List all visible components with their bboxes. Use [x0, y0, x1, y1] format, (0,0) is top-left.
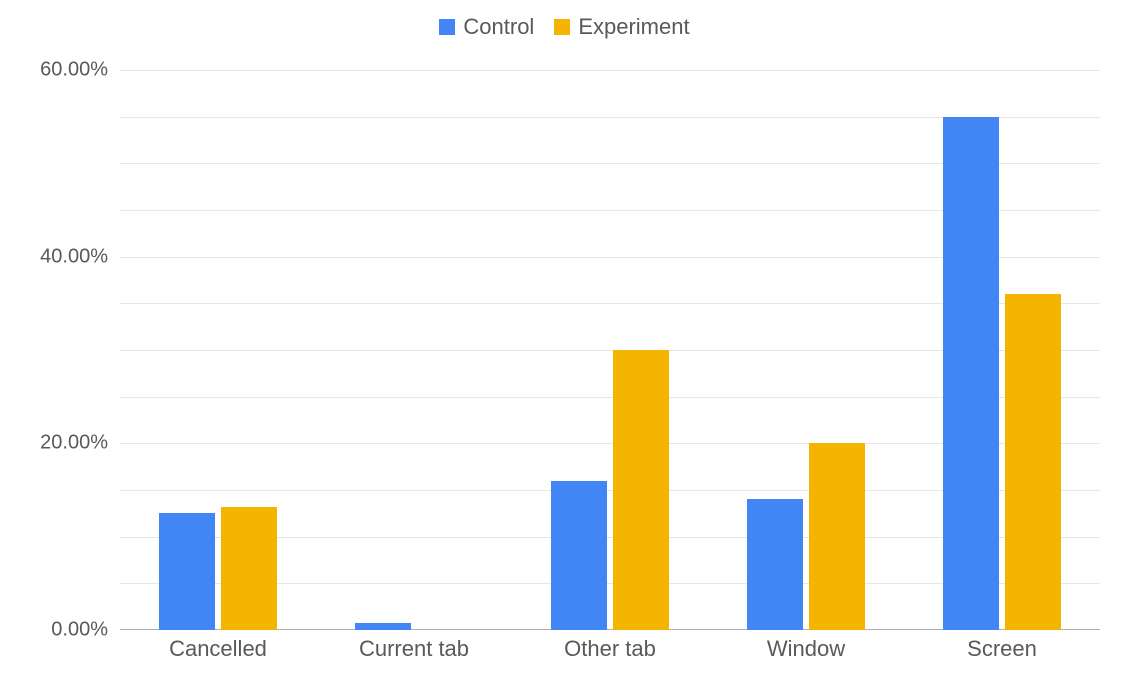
bar	[613, 350, 669, 630]
bar	[747, 499, 803, 630]
legend: Control Experiment	[0, 14, 1129, 41]
legend-label: Experiment	[578, 14, 689, 40]
plot-area: 0.00%20.00%40.00%60.00%	[120, 70, 1100, 630]
legend-item: Experiment	[554, 14, 689, 40]
y-tick-label: 60.00%	[40, 59, 120, 82]
bar-chart: ControlExperiment 0.00%20.00%40.00%60.00…	[0, 0, 1129, 682]
x-tick-label: Cancelled	[169, 636, 267, 662]
legend-item: Control	[439, 14, 534, 40]
y-tick-label: 0.00%	[51, 619, 120, 642]
x-tick-label: Screen	[967, 636, 1037, 662]
x-tick-label: Other tab	[564, 636, 656, 662]
gridline	[120, 70, 1100, 71]
y-tick-label: 20.00%	[40, 432, 120, 455]
x-tick-label: Current tab	[359, 636, 469, 662]
legend-label: Control	[463, 14, 534, 40]
bar	[1005, 294, 1061, 630]
legend-swatch	[554, 19, 570, 35]
bar	[551, 481, 607, 630]
x-axis-labels: Cancelled Current tab Other tab Window Scree…	[120, 636, 1100, 676]
bar	[221, 507, 277, 630]
x-tick-label: Window	[767, 636, 845, 662]
legend-swatch	[439, 19, 455, 35]
bar	[355, 623, 411, 630]
bar	[159, 513, 215, 630]
y-tick-label: 40.00%	[40, 245, 120, 268]
bar	[943, 117, 999, 630]
bar	[809, 443, 865, 630]
